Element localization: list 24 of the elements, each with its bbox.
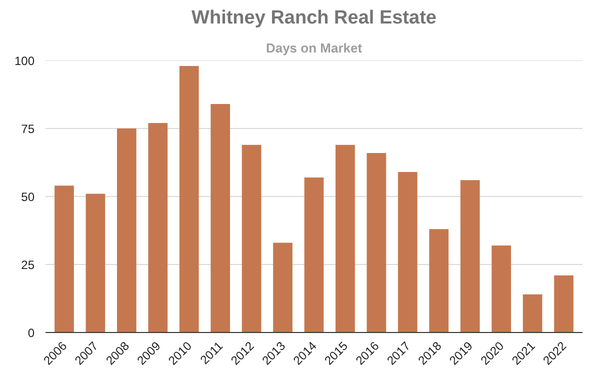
y-tick-label: 25 (21, 258, 35, 272)
chart-title: Whitney Ranch Real Estate (192, 8, 436, 28)
bar (86, 194, 106, 332)
bar (522, 294, 542, 332)
bar (304, 177, 324, 332)
y-tick-label: 75 (21, 122, 35, 136)
bar (179, 66, 199, 332)
y-tick-label: 0 (28, 326, 35, 340)
bar (242, 144, 262, 332)
bar (54, 186, 74, 332)
bar (429, 229, 449, 332)
bar (336, 144, 355, 332)
y-tick-label: 50 (21, 190, 35, 204)
bar (210, 104, 230, 332)
bar (273, 242, 292, 332)
bar (366, 152, 386, 332)
bar (554, 275, 574, 332)
bar (148, 123, 168, 332)
bar (398, 172, 418, 332)
bar (492, 245, 512, 332)
bar (116, 128, 136, 332)
y-tick-label: 100 (14, 54, 35, 68)
bar (460, 180, 480, 332)
chart-subtitle: Days on Market (266, 40, 363, 56)
